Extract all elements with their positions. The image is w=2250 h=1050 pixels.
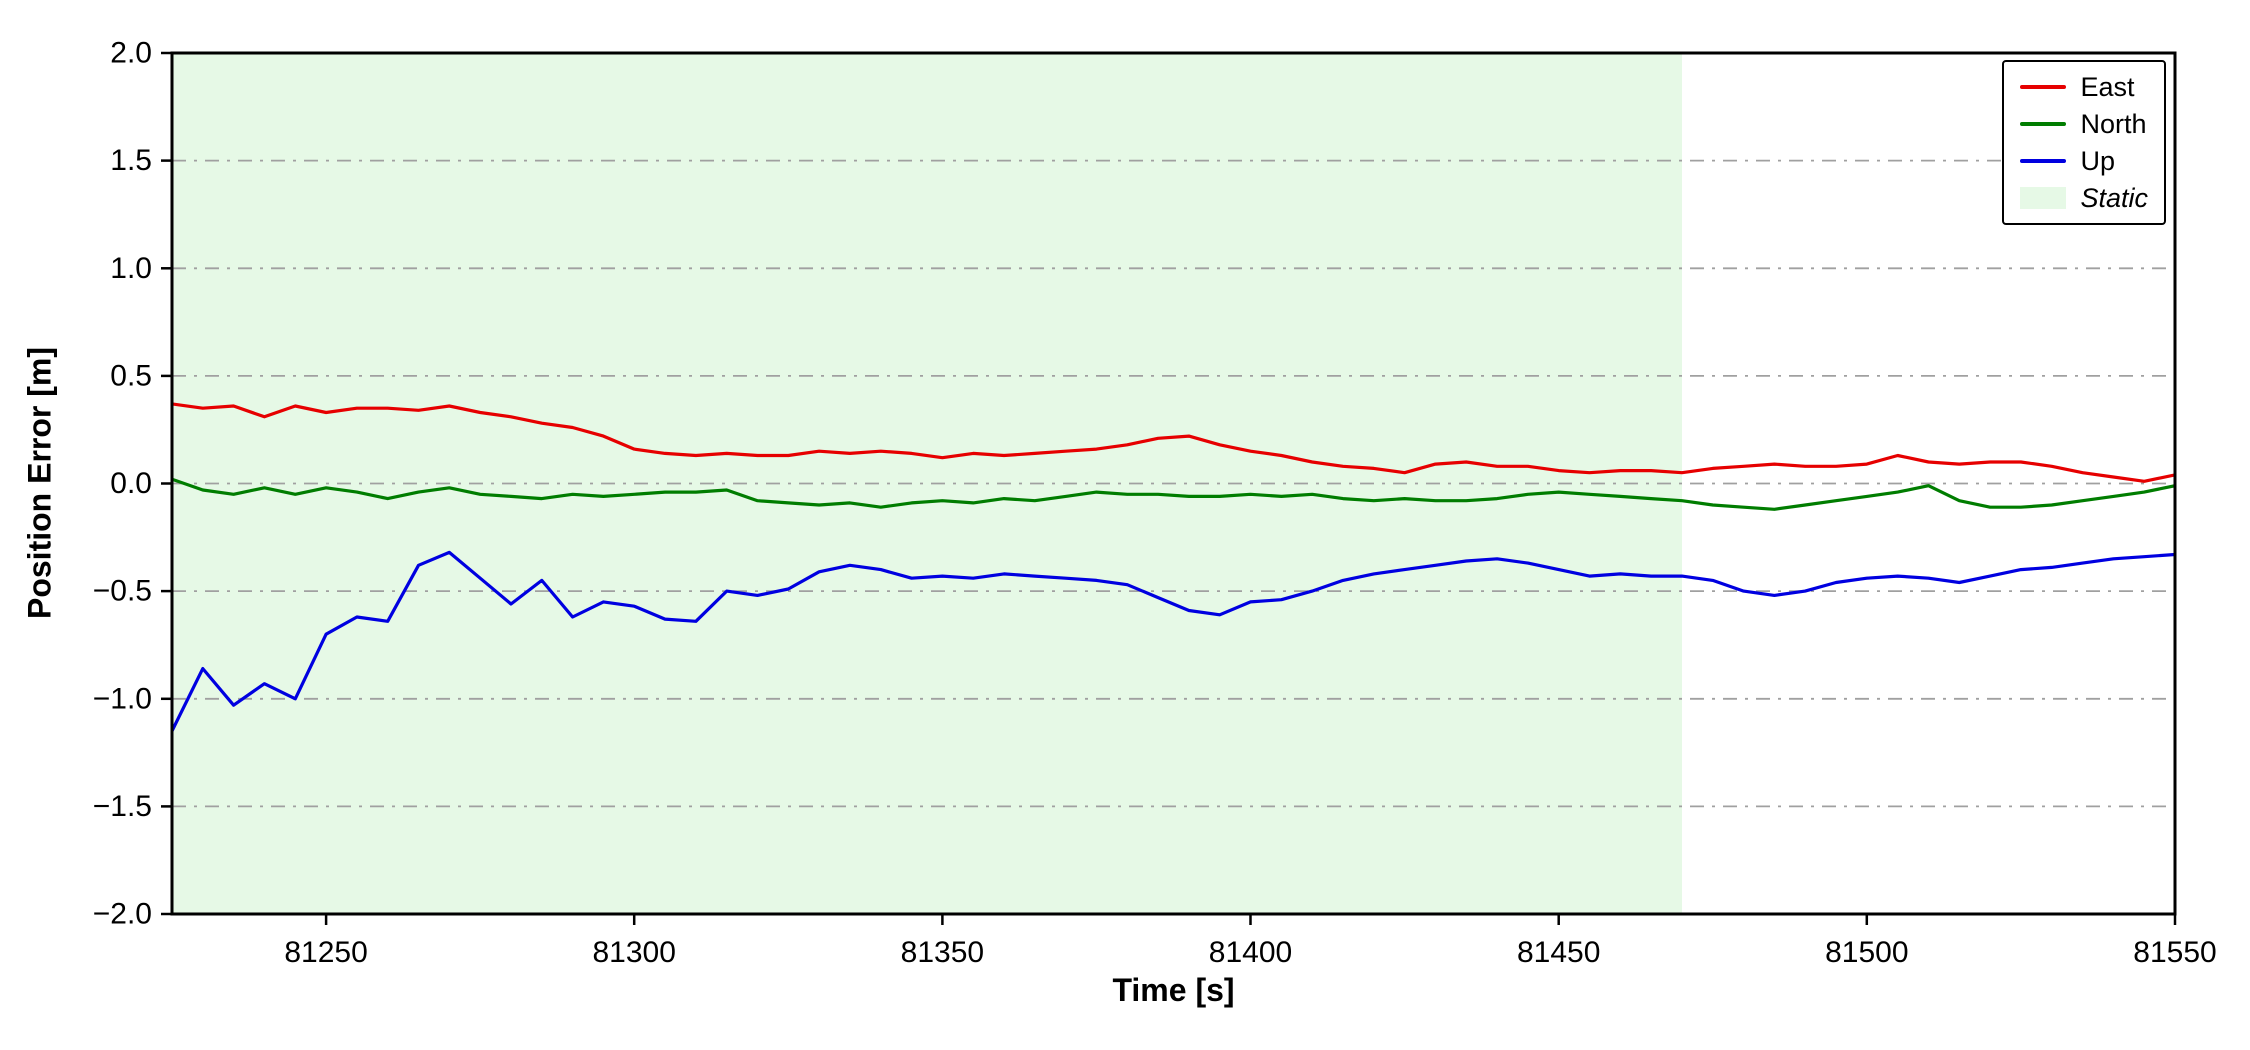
x-tick-label: 81300 [592,936,675,969]
y-tick-label: −0.5 [93,575,152,608]
y-axis-label: Position Error [m] [21,346,58,620]
x-tick-label: 81250 [284,936,367,969]
legend-label-static: Static [2080,182,2148,213]
legend-label-up: Up [2080,145,2115,176]
legend: East North Up Static [2002,60,2166,225]
x-tick-label: 81350 [901,936,984,969]
legend-line-swatch-up [2020,159,2067,163]
x-tick-label: 81400 [1209,936,1292,969]
y-tick-label: −1.5 [93,790,152,823]
legend-entry-north: North [2020,109,2148,139]
y-tick-label: 1.0 [110,252,152,285]
legend-patch-static [2020,187,2067,209]
legend-label-east: East [2080,71,2135,102]
legend-entry-static: Static [2020,183,2148,213]
series-line-up [172,550,2175,733]
y-tick-label: 1.5 [110,144,152,177]
legend-line-swatch-east [2020,85,2067,89]
x-tick-label: 81500 [1825,936,1908,969]
series-line-north [172,477,2175,511]
series-line-east [172,402,2175,483]
legend-label-north: North [2080,108,2147,139]
y-tick-label: 0.0 [110,467,152,500]
y-tick-label: 2.0 [110,37,152,70]
legend-entry-up: Up [2020,146,2148,176]
legend-line-swatch-north [2020,122,2067,126]
legend-entry-east: East [2020,72,2148,102]
y-tick-label: 0.5 [110,359,152,392]
y-tick-label: −2.0 [93,898,152,931]
x-tick-label: 81450 [1517,936,1600,969]
plot-border [170,51,2177,916]
x-tick-label: 81550 [2133,936,2216,969]
y-tick-label: −1.0 [93,682,152,715]
static-region [172,53,1682,914]
x-axis-label: Time [s] [1112,972,1235,1008]
